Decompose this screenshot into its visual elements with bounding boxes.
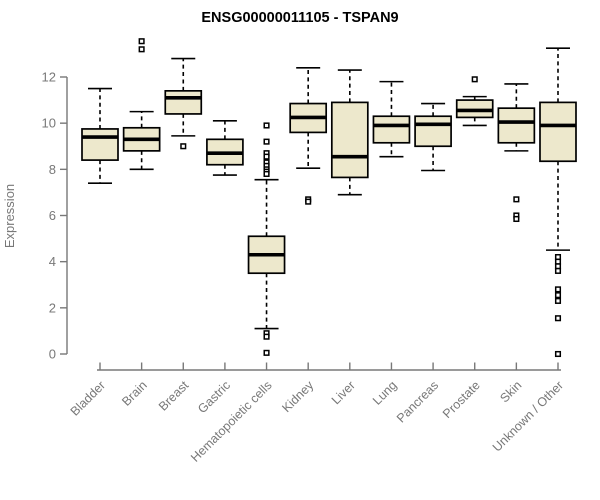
outlier-point — [263, 333, 270, 340]
outlier-point — [180, 143, 187, 150]
x-category-label: Unknown / Other — [490, 378, 566, 454]
boxplot-group — [164, 57, 203, 150]
outlier-point — [263, 153, 270, 160]
iqr-box — [372, 115, 411, 144]
y-tick-label: 0 — [49, 347, 56, 362]
boxplot-group — [206, 120, 244, 176]
boxplot-group — [414, 102, 452, 172]
x-category-label: Prostate — [440, 378, 483, 421]
outlier-point — [471, 76, 478, 83]
outlier-point — [305, 198, 312, 205]
outlier-point — [513, 215, 520, 223]
boxplot-group — [455, 76, 494, 127]
outlier-point — [138, 38, 145, 45]
chart-title: ENSG00000011105 - TSPAN9 — [201, 10, 398, 26]
iqr-box — [164, 89, 203, 115]
iqr-box — [497, 107, 536, 144]
x-category-label: Brain — [119, 378, 150, 409]
outlier-point — [263, 170, 270, 177]
x-category-label: Hematopoietic cells — [188, 378, 275, 465]
y-tick-label: 4 — [49, 254, 56, 269]
x-category-label: Pancreas — [394, 378, 441, 425]
x-category-label: Kidney — [279, 378, 316, 415]
iqr-box — [81, 128, 119, 161]
y-axis: 0 2 4 6 8 10 12 — [42, 70, 68, 362]
boxplot-group — [289, 66, 328, 205]
y-tick-label: 12 — [42, 70, 56, 85]
y-tick-label: 8 — [49, 162, 56, 177]
y-axis-title: Expression — [2, 184, 17, 248]
y-tick-label: 10 — [42, 116, 56, 131]
iqr-box — [330, 101, 369, 179]
x-category-label: Breast — [156, 378, 192, 414]
iqr-box — [414, 115, 452, 148]
boxplot-group — [330, 69, 369, 196]
boxplot-series — [81, 38, 577, 358]
x-category-label: Liver — [329, 378, 358, 407]
iqr-box — [539, 101, 577, 163]
boxplot-group — [247, 122, 286, 356]
outlier-point — [554, 350, 562, 358]
outlier-point — [554, 292, 562, 299]
boxplot-group — [81, 87, 119, 184]
boxplot-group — [539, 47, 577, 358]
outlier-point — [554, 286, 562, 293]
boxplot-group — [497, 83, 536, 223]
boxplot-group — [372, 80, 411, 158]
outlier-point — [263, 122, 270, 129]
outlier-point — [263, 349, 270, 356]
outlier-point — [138, 46, 145, 53]
x-category-label: Lung — [370, 378, 400, 408]
outlier-point — [554, 267, 562, 274]
x-category-label: Bladder — [68, 378, 108, 418]
outlier-point — [554, 315, 562, 322]
y-tick-label: 6 — [49, 208, 56, 223]
boxplot-group — [122, 38, 161, 171]
x-category-label: Skin — [497, 378, 524, 405]
outlier-point — [263, 138, 270, 145]
x-category-label: Gastric — [195, 378, 233, 416]
outlier-point — [513, 196, 520, 203]
outlier-point — [554, 297, 562, 304]
y-tick-label: 2 — [49, 300, 56, 315]
